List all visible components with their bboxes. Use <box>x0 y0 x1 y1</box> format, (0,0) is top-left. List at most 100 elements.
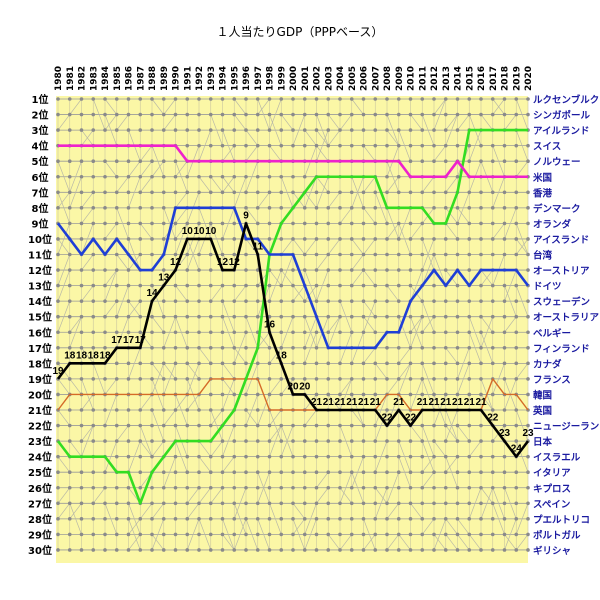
background-trace <box>457 192 470 224</box>
grid-dot <box>455 128 460 132</box>
year-tick-label: 2004 <box>336 66 346 91</box>
grid-dot <box>279 548 284 552</box>
grid-dot <box>479 159 483 163</box>
grid-dot <box>349 423 354 428</box>
grid-dot <box>514 237 519 241</box>
background-trace <box>128 440 141 473</box>
grid-dot <box>255 206 260 210</box>
grid-dot <box>91 423 96 428</box>
grid-dot <box>490 392 495 397</box>
grid-dot <box>244 283 248 288</box>
grid-dot <box>291 532 295 537</box>
grid-dot <box>420 439 425 443</box>
grid-dot <box>291 237 295 241</box>
grid-dot <box>208 128 213 132</box>
background-trace <box>104 223 118 240</box>
grid-dot <box>361 299 366 303</box>
grid-dot <box>432 237 436 241</box>
grid-dot <box>185 454 190 459</box>
background-trace <box>233 518 247 551</box>
grid-dot <box>185 423 190 428</box>
background-trace <box>504 269 517 302</box>
grid-dot <box>279 128 284 132</box>
background-trace <box>151 518 165 551</box>
grid-dot <box>420 470 425 475</box>
grid-dot <box>232 97 237 101</box>
grid-dot <box>443 423 448 428</box>
grid-dot <box>302 252 307 257</box>
background-trace <box>515 160 529 177</box>
grid-dot <box>467 299 472 303</box>
grid-dot <box>443 143 448 148</box>
grid-dot <box>197 454 201 459</box>
background-trace <box>104 114 118 131</box>
rank-label: 14位 <box>28 295 52 308</box>
background-trace <box>257 518 270 551</box>
data-label: 16 <box>264 319 276 330</box>
grid-dot <box>103 206 107 210</box>
background-trace <box>233 114 247 131</box>
grid-dot <box>79 377 84 381</box>
grid-dot <box>150 361 154 366</box>
year-tick-label: 1987 <box>136 66 146 91</box>
data-label: 18 <box>76 350 88 361</box>
grid-dot <box>373 221 378 226</box>
background-trace <box>374 487 388 519</box>
grid-dot <box>244 314 248 319</box>
grid-dot <box>432 361 436 366</box>
grid-dot <box>291 174 295 179</box>
grid-dot <box>373 485 378 490</box>
background-trace <box>198 518 212 551</box>
year-tick-label: 2002 <box>313 66 323 91</box>
grid-dot <box>514 143 519 148</box>
grid-dot <box>373 112 378 117</box>
grid-dot <box>208 454 213 459</box>
grid-dot <box>173 517 178 521</box>
grid-dot <box>490 470 495 475</box>
background-trace <box>386 394 400 426</box>
grid-dot <box>373 392 378 397</box>
grid-dot <box>490 532 495 537</box>
grid-dot <box>455 439 460 443</box>
grid-dot <box>455 517 460 521</box>
background-trace <box>81 285 94 302</box>
background-trace <box>515 503 529 535</box>
grid-dot <box>526 361 530 366</box>
grid-dot <box>150 206 154 210</box>
year-tick-label: 1982 <box>78 66 88 91</box>
data-label: 21 <box>452 397 464 408</box>
background-trace <box>175 316 188 348</box>
grid-dot <box>420 221 425 226</box>
background-trace <box>257 472 270 504</box>
grid-dot <box>103 112 107 117</box>
background-trace <box>69 98 82 115</box>
grid-dot <box>114 268 119 272</box>
grid-dot <box>385 439 389 443</box>
grid-dot <box>443 237 448 241</box>
grid-dot <box>361 454 366 459</box>
country-label: ベルギー <box>533 327 571 339</box>
grid-dot <box>302 174 307 179</box>
grid-dot <box>232 190 237 195</box>
grid-dot <box>220 97 225 101</box>
grid-dot <box>138 283 143 288</box>
grid-dot <box>267 454 272 459</box>
year-tick-label: 2009 <box>395 66 405 91</box>
rank-label: 12位 <box>28 264 52 277</box>
background-trace <box>198 487 212 504</box>
grid-dot <box>432 517 436 521</box>
grid-dot <box>220 408 225 412</box>
grid-dot <box>361 237 366 241</box>
grid-dot <box>232 128 237 132</box>
rank-label: 17位 <box>28 342 52 355</box>
grid-dot <box>361 268 366 272</box>
grid-dot <box>220 143 225 148</box>
grid-dot <box>490 346 495 350</box>
grid-dot <box>79 97 84 101</box>
grid-dot <box>526 314 530 319</box>
grid-dot <box>338 268 342 272</box>
data-label: 21 <box>370 397 382 408</box>
grid-dot <box>443 314 448 319</box>
background-trace <box>374 394 388 426</box>
grid-dot <box>103 97 107 101</box>
